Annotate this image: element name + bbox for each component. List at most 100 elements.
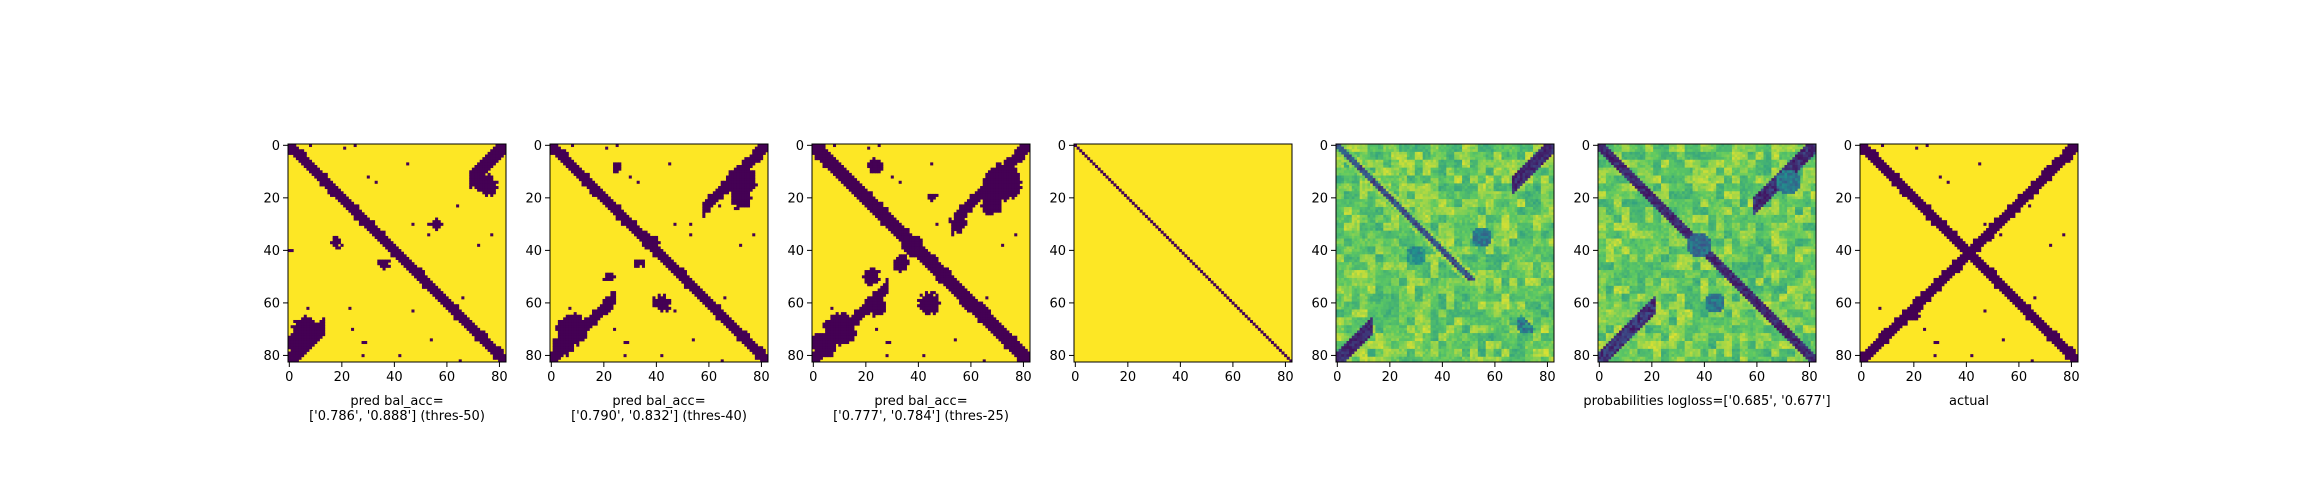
heatmap-cell (744, 188, 748, 192)
heatmap-cell (644, 238, 648, 242)
heatmap-cell (482, 343, 486, 347)
heatmap-cell (484, 186, 489, 190)
heatmap-cell (450, 301, 454, 305)
heatmap-cell (1467, 188, 1471, 192)
heatmap-cell (880, 298, 884, 302)
heatmap-cell (867, 309, 871, 313)
heatmap-cell (964, 220, 968, 224)
heatmap-cell (861, 312, 865, 316)
heatmap-cell (1273, 343, 1277, 347)
heatmap-cell (385, 246, 389, 250)
heatmap-cell (1375, 162, 1379, 166)
heatmap-cell (914, 235, 918, 239)
heatmap-cell (1430, 144, 1434, 148)
heatmap-cell (288, 149, 292, 153)
heatmap-cell (827, 330, 831, 334)
heatmap-cell (1490, 149, 1494, 153)
heatmap-cell (723, 312, 727, 316)
heatmap-cell (733, 330, 737, 334)
heatmap-cell (694, 293, 698, 297)
heatmap-cell (725, 325, 730, 329)
heatmap-cell (301, 327, 305, 331)
heatmap-cell (980, 306, 984, 310)
heatmap-cell (898, 256, 902, 260)
heatmap-cell (303, 330, 307, 334)
heatmap-cell (995, 330, 999, 334)
heatmap-cell (1483, 149, 1487, 153)
heatmap-cell (1008, 340, 1013, 345)
heatmap-cell (689, 288, 693, 292)
heatmap-cell (1284, 354, 1288, 358)
heatmap-cell (1351, 151, 1355, 155)
heatmap-cell (411, 222, 415, 226)
heatmap-cell (961, 293, 965, 297)
heatmap-cell (1472, 159, 1476, 163)
heatmap-cell (953, 228, 957, 232)
heatmap-cell (576, 335, 580, 339)
heatmap-cell (964, 306, 968, 310)
heatmap-cell (374, 233, 378, 237)
heatmap-cell (576, 338, 580, 342)
heatmap-cell (843, 327, 847, 331)
heatmap-cell (1527, 188, 1531, 192)
heatmap-cell (615, 144, 619, 148)
heatmap-cell (295, 348, 299, 352)
heatmap-cell (1480, 149, 1484, 153)
heatmap-cell (589, 314, 593, 318)
heatmap-cell (1430, 154, 1434, 158)
heatmap-cell (1383, 151, 1387, 155)
heatmap-cell (605, 193, 609, 197)
heatmap-cell (335, 186, 339, 190)
heatmap-cell (356, 217, 360, 221)
heatmap-cell (833, 335, 837, 339)
heatmap-cell (1469, 146, 1473, 150)
heatmap-cell (1517, 178, 1521, 182)
heatmap-cell (463, 322, 468, 326)
heatmap-cell (576, 319, 580, 324)
heatmap-cell (484, 170, 489, 174)
heatmap-cell (867, 296, 871, 300)
heatmap-cell (906, 235, 910, 239)
heatmap-cell (571, 340, 575, 345)
heatmap-cell (1370, 191, 1374, 195)
heatmap-cell (1343, 159, 1347, 163)
heatmap-cell (1548, 162, 1552, 166)
heatmap-cell (1399, 146, 1403, 150)
heatmap-cell (660, 259, 664, 263)
heatmap-cell (1412, 159, 1416, 163)
heatmap-cell (618, 167, 622, 171)
heatmap-cell (576, 167, 580, 171)
heatmap-cell (395, 254, 399, 258)
heatmap-cell (295, 351, 299, 355)
heatmap-cell (1399, 183, 1403, 187)
heatmap-cell (322, 180, 326, 184)
heatmap-cell (1343, 167, 1347, 171)
heatmap-cell (649, 235, 653, 239)
heatmap-cell (953, 212, 957, 216)
heatmap-cell (995, 207, 999, 211)
heatmap-cell (322, 317, 326, 321)
heatmap-cell (760, 144, 764, 148)
y-tick-label: 80 (263, 349, 280, 364)
heatmap-cell (1383, 157, 1387, 161)
heatmap-cell (741, 180, 745, 184)
heatmap-cell (584, 335, 588, 339)
heatmap-cell (557, 333, 561, 337)
heatmap-cell (856, 186, 860, 190)
heatmap-cell (835, 312, 839, 316)
heatmap-cell (885, 291, 889, 295)
heatmap-cell (1338, 175, 1342, 179)
heatmap-cell (636, 180, 640, 184)
heatmap-cell (760, 146, 764, 150)
heatmap-cell (833, 338, 837, 342)
heatmap-cell (1462, 170, 1466, 174)
heatmap-cell (877, 207, 881, 211)
heatmap-cell (1367, 151, 1371, 155)
heatmap-cell (749, 186, 753, 190)
heatmap-cell (1406, 170, 1410, 174)
heatmap-cell (578, 325, 582, 329)
heatmap-cell (995, 188, 999, 192)
heatmap-cell (985, 175, 989, 179)
heatmap-cell (676, 264, 680, 268)
heatmap-cell (739, 167, 743, 171)
